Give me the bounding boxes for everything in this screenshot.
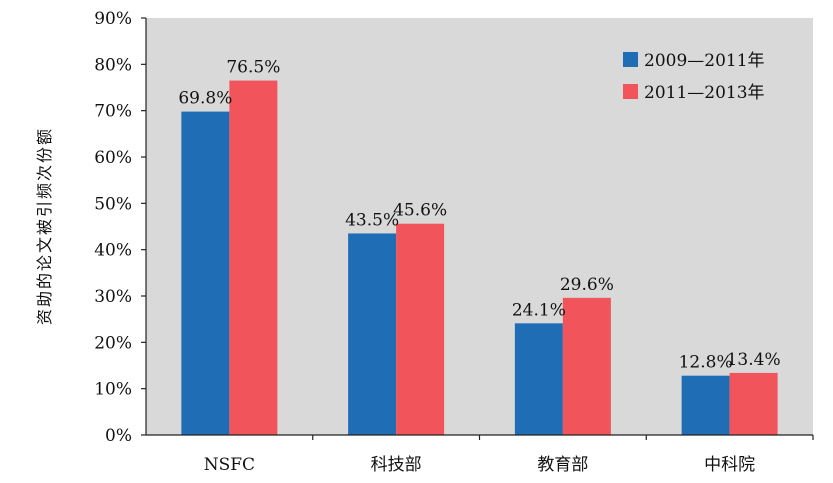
y-tick-label: 50%: [94, 194, 132, 214]
category-label: 教育部: [537, 455, 588, 475]
y-tick-label: 60%: [94, 148, 132, 168]
bar: [181, 111, 230, 436]
data-label: 24.1%: [512, 300, 566, 320]
legend-label: 2011—2013年: [644, 83, 765, 103]
bar: [729, 372, 778, 435]
legend-swatch: [623, 84, 638, 99]
legend-label: 2009—2011年: [644, 51, 765, 71]
y-axis-label: 资助的论文被引频次份额: [35, 127, 54, 325]
y-tick-label: 90%: [94, 9, 132, 29]
legend: 2009—2011年 2011—2013年: [623, 51, 765, 103]
data-labels-group: 69.8% 76.5% 43.5%45.6% 24.1% 29.6% 12.8%13.4%: [178, 58, 780, 373]
bar: [681, 375, 730, 435]
data-label: 76.5%: [226, 58, 280, 78]
bar: [514, 323, 563, 435]
category-label: 中科院: [704, 455, 755, 475]
category-labels-group: NSFC 科技部 教育部 中科院: [204, 455, 755, 475]
y-tick-label: 30%: [94, 287, 132, 307]
data-label: 45.6%: [393, 201, 447, 221]
bar: [229, 80, 278, 436]
y-axis-ticks: 0% 10% 20% 30% 40% 50% 60% 70% 80% 90%: [94, 9, 146, 446]
y-tick-label: 80%: [94, 55, 132, 75]
legend-swatch: [623, 52, 638, 67]
data-label: 69.8%: [178, 89, 232, 109]
y-tick-label: 40%: [94, 241, 132, 261]
y-tick-label: 10%: [94, 380, 132, 400]
x-axis-ticks: [312, 435, 814, 440]
category-label: NSFC: [204, 455, 255, 475]
bars-group: [181, 80, 778, 436]
y-tick-label: 0%: [105, 426, 132, 446]
bar: [348, 233, 397, 435]
y-tick-label: 70%: [94, 102, 132, 122]
data-label: 43.5%: [345, 210, 399, 230]
bar: [396, 223, 445, 435]
y-tick-label: 20%: [94, 333, 132, 353]
category-label: 科技部: [371, 455, 422, 475]
data-label: 13.4%: [727, 350, 781, 370]
bar: [562, 297, 611, 435]
data-label: 29.6%: [560, 275, 614, 295]
data-label: 12.8%: [679, 353, 733, 373]
